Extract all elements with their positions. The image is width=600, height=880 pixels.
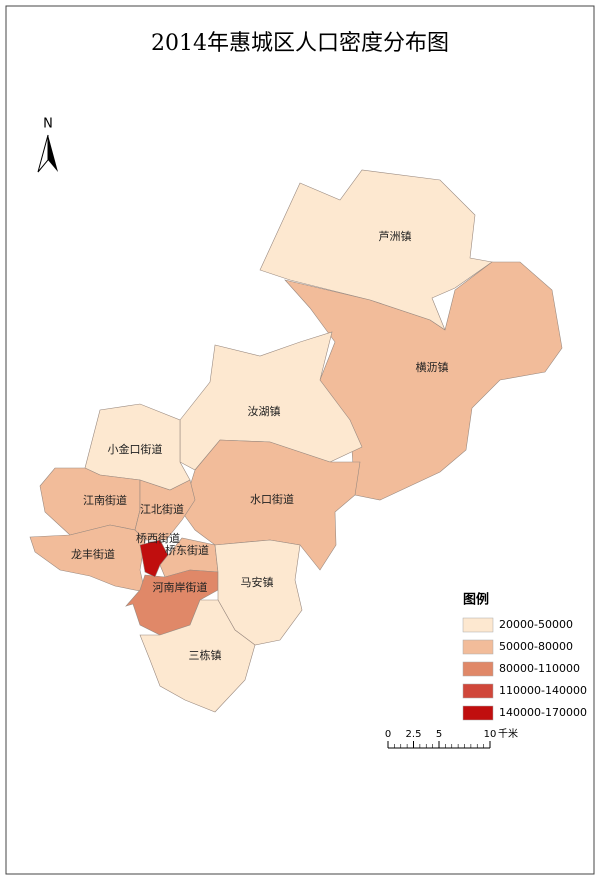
- region: [181, 439, 361, 571]
- region-label: 河南岸街道: [153, 580, 208, 594]
- arrow-left: [37, 134, 49, 173]
- north-label: N: [43, 117, 53, 132]
- frame: [5, 5, 595, 875]
- legend-swatch: [462, 617, 494, 633]
- legend-label: 50000-80000: [499, 640, 573, 653]
- legend-label: 140000-170000: [499, 706, 587, 719]
- region-label: 桥东街道: [165, 543, 209, 557]
- scale-unit: 千米: [498, 727, 518, 740]
- region-label: 三栋镇: [189, 648, 222, 662]
- region: [139, 599, 256, 713]
- scale-tick-label: 0: [385, 729, 391, 740]
- legend-swatch: [462, 683, 494, 699]
- legend-title: 图例: [463, 592, 489, 608]
- legend-label: 80000-110000: [499, 662, 580, 675]
- region-label: 芦洲镇: [379, 229, 412, 243]
- region: [214, 539, 303, 646]
- legend-label: 110000-140000: [499, 684, 587, 697]
- region-label: 横沥镇: [416, 360, 449, 374]
- legend-label: 20000-50000: [499, 618, 573, 631]
- region-label: 汝湖镇: [248, 404, 281, 418]
- legend-swatch: [462, 661, 494, 677]
- scale-tick-label: 5: [436, 729, 442, 740]
- map-title: 2014年惠城区人口密度分布图: [151, 31, 449, 56]
- region-label: 马安镇: [241, 575, 274, 589]
- region-label: 龙丰街道: [71, 547, 115, 561]
- legend-swatch: [462, 705, 494, 721]
- region-label: 江北街道: [140, 502, 184, 516]
- region: [134, 479, 196, 541]
- region-label: 小金口街道: [108, 442, 163, 456]
- legend: 图例 20000-50000 50000-80000 80000-110000 1100…: [462, 592, 587, 721]
- region: [29, 524, 146, 593]
- north-arrow: N: [37, 117, 58, 173]
- scale-tick-label: 2.5: [406, 729, 422, 740]
- region: [139, 539, 169, 578]
- legend-swatch: [462, 639, 494, 655]
- regions: [29, 169, 563, 713]
- scale-bar: 0 2.5 5 10 千米: [385, 727, 518, 749]
- scale-tick-label: 10: [484, 729, 497, 740]
- region-label: 江南街道: [83, 493, 127, 507]
- region-label: 桥西街道: [136, 531, 180, 545]
- region-label: 水口街道: [250, 492, 294, 506]
- arrow-right: [48, 135, 58, 172]
